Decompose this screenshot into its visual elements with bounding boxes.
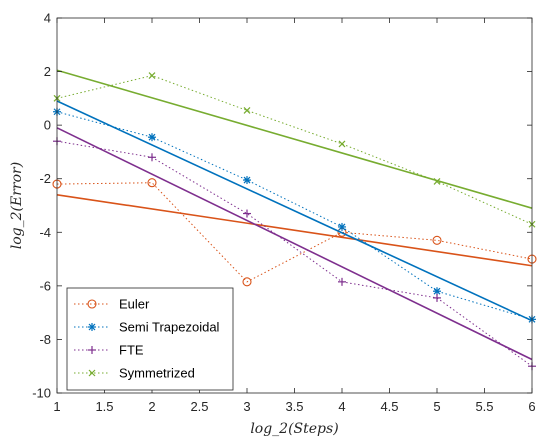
x-tick-label-9: 5.5	[475, 399, 493, 414]
x-tick-label-1: 1.5	[95, 399, 113, 414]
legend-marker-fte	[88, 346, 96, 354]
legend-marker-symmetrized-d2	[88, 369, 96, 377]
legend-label-fte: FTE	[119, 343, 144, 358]
series-semi-trapezoidal-point-3-d2	[338, 223, 346, 231]
series-semi-trapezoidal-point-1-d2	[148, 133, 156, 141]
series-symmetrized-point-4-d2	[433, 177, 441, 185]
x-tick-label-10: 6	[528, 399, 535, 414]
series-symmetrized-point-4	[433, 177, 441, 185]
legend-label-semi-trapezoidal: Semi Trapezoidal	[119, 320, 220, 335]
series-semi-trapezoidal-point-4-d2	[433, 287, 441, 295]
legend-entry-euler: Euler	[74, 297, 150, 312]
series-symmetrized-point-1	[148, 72, 156, 80]
series-symmetrized-point-2-d2	[243, 106, 251, 114]
series-symmetrized-point-3-d2	[338, 140, 346, 148]
series-semi-trapezoidal-fit-line	[56, 100, 533, 322]
axes: 1 1.5 2 2.5 3 3.5 4 4.5 5 5.5 6 -10 -8 -6 -4 -2 0 2 4	[32, 11, 535, 415]
legend-entry-fte: FTE	[74, 343, 144, 358]
legend-marker-symmetrized	[88, 369, 96, 377]
series-symmetrized-fit-line	[56, 69, 533, 209]
series-fte-fit-line	[56, 127, 533, 361]
x-tick-label-0: 1	[53, 399, 60, 414]
legend-label-euler: Euler	[119, 297, 150, 312]
series-euler-fit-line	[56, 193, 533, 267]
series-semi-trapezoidal-point-2-d2	[243, 176, 251, 184]
legend-label-symmetrized: Symmetrized	[119, 366, 195, 381]
series-fte-point-3	[338, 277, 346, 286]
series-symmetrized-point-2	[243, 106, 251, 114]
series-fte-point-2	[243, 209, 251, 218]
x-tick-label-8: 5	[433, 399, 440, 414]
y-tick-label-4: -2	[39, 171, 51, 186]
legend-marker-euler-shape	[87, 299, 97, 309]
series-semi-trapezoidal-point-2	[243, 176, 251, 185]
series-symmetrized-point-1-d2	[148, 72, 156, 80]
y-tick-label-0: -10	[32, 386, 51, 401]
series-euler-point-4-shape	[432, 235, 442, 245]
x-tick-label-6: 4	[338, 399, 345, 414]
legend-entry-semi-trapezoidal: Semi Trapezoidal	[74, 320, 220, 335]
legend-marker-euler	[87, 299, 97, 309]
x-tick-label-2: 2	[148, 399, 155, 414]
series-euler-dotted-line	[56, 182, 533, 283]
series-semi-trapezoidal-point-4	[433, 287, 441, 296]
legend-entry-symmetrized: Symmetrized	[74, 366, 195, 381]
series-symmetrized-point-3	[338, 140, 346, 148]
y-tick-label-5: 0	[44, 118, 51, 133]
legend-marker-semi-trapezoidal-d2	[88, 323, 96, 331]
series-euler-point-1	[147, 178, 157, 188]
y-axis-title: log_2(Error)	[9, 162, 25, 249]
series-semi-trapezoidal-point-3	[338, 222, 346, 231]
y-tick-label-3: -4	[39, 225, 51, 240]
series-semi-trapezoidal-point-1	[148, 133, 156, 142]
series-euler-point-4	[432, 235, 442, 245]
x-tick-label-5: 3.5	[285, 399, 303, 414]
series-symmetrized-dotted-line	[56, 75, 533, 225]
y-tick-label-7: 4	[44, 11, 51, 26]
y-tick-label-2: -6	[39, 278, 51, 293]
series-euler-point-2	[242, 277, 252, 287]
x-tick-label-3: 2.5	[190, 399, 208, 414]
series-fte-point-4	[433, 293, 441, 302]
series-euler-point-2-shape	[242, 277, 252, 287]
x-tick-label-4: 3	[243, 399, 250, 414]
legend: Euler Semi Trapezoidal FTE Symmetrized	[66, 287, 234, 391]
series-euler-point-1-shape	[147, 178, 157, 188]
y-tick-label-6: 2	[44, 64, 51, 79]
series-fte-point-1	[148, 153, 156, 162]
series-fte-dotted-line	[56, 140, 533, 367]
x-axis-title: log_2(Steps)	[250, 421, 338, 437]
legend-marker-semi-trapezoidal	[88, 323, 96, 331]
x-tick-label-7: 4.5	[380, 399, 398, 414]
y-tick-label-1: -8	[39, 332, 51, 347]
